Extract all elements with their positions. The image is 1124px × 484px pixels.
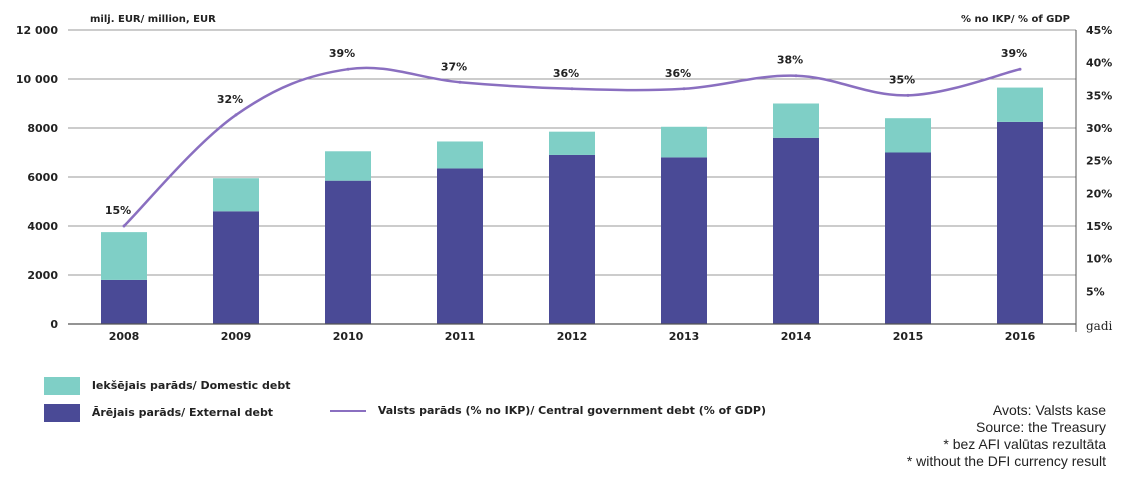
gdp-point-2015 <box>906 93 910 97</box>
gdp-line-path <box>123 66 1021 227</box>
bar-external-2011 <box>437 168 483 324</box>
source-line: * bez AFI valūtas rezultāta <box>943 436 1106 452</box>
gdp-data-label: 37% <box>441 60 467 73</box>
bar-external-2013 <box>661 157 707 324</box>
bar-domestic-2009 <box>213 178 259 212</box>
x-tick-label: 2014 <box>781 330 812 343</box>
left-tick-label: 12 000 <box>16 24 58 37</box>
gdp-data-label: 39% <box>1001 47 1027 60</box>
source-line: * without the DFI currency result <box>906 453 1106 469</box>
bars <box>101 87 1043 324</box>
x-tick-label: 2015 <box>893 330 924 343</box>
bar-domestic-2008 <box>101 232 147 280</box>
bar-domestic-2016 <box>997 87 1043 122</box>
left-axis-title: milj. EUR/ million, EUR <box>90 14 216 25</box>
legend-label-line: Valsts parāds (% no IKP)/ Central govern… <box>377 404 767 417</box>
axes: 0 2000 4000 6000 8000 10 000 12 000 5% 10% 15% 20%… <box>16 14 1113 343</box>
source-notes: Avots: Valsts kase Source: the Treasury … <box>907 402 1106 470</box>
legend-label-external: Ārējais parāds/ External debt <box>91 406 274 419</box>
x-tick-label: 2016 <box>1005 330 1036 343</box>
bar-external-2012 <box>549 154 595 324</box>
right-tick-label: 30% <box>1086 122 1112 135</box>
x-tick-label: 2011 <box>445 330 476 343</box>
bar-external-2009 <box>213 211 259 324</box>
bar-domestic-2012 <box>549 131 595 155</box>
left-tick-label: 10 000 <box>16 73 58 86</box>
bar-domestic-2014 <box>773 103 819 138</box>
external-debt-swatch <box>44 404 80 422</box>
gdp-point-2011 <box>458 80 462 84</box>
bar-domestic-2015 <box>885 118 931 153</box>
domestic-debt-swatch <box>44 377 80 395</box>
right-tick-label: 45% <box>1086 24 1112 37</box>
right-tick-label: 15% <box>1086 220 1112 233</box>
gdp-point-2009 <box>234 113 238 117</box>
bar-domestic-2010 <box>325 151 371 181</box>
bar-external-2008 <box>101 279 147 324</box>
left-tick-label: 4000 <box>27 220 58 233</box>
left-tick-label: 6000 <box>27 171 58 184</box>
left-tick-label: 2000 <box>27 269 58 282</box>
source-line: Source: the Treasury <box>976 419 1106 435</box>
right-tick-label: 35% <box>1086 89 1112 102</box>
gdp-line-swatch <box>330 410 366 412</box>
bar-external-2015 <box>885 152 931 324</box>
gdp-data-label: 36% <box>553 67 579 80</box>
gdp-data-label: 38% <box>777 54 803 67</box>
gdp-data-label: 39% <box>329 47 355 60</box>
bar-external-2014 <box>773 137 819 324</box>
legend-item-gdp-line: Valsts parāds (% no IKP)/ Central govern… <box>330 404 766 417</box>
gdp-point-2014 <box>794 74 798 78</box>
left-tick-label: 8000 <box>27 122 58 135</box>
right-axis-title: % no IKP/ % of GDP <box>961 14 1070 25</box>
legend-label-domestic: Iekšējais parāds/ Domestic debt <box>91 379 291 392</box>
right-tick-label: 10% <box>1086 253 1112 266</box>
x-tick-label: 2013 <box>669 330 700 343</box>
right-tick-label: 20% <box>1086 187 1112 200</box>
x-axis-title: gadi <box>1086 319 1113 333</box>
legend-item-external: Ārējais parāds/ External debt <box>44 404 273 422</box>
right-tick-label: 5% <box>1086 285 1105 298</box>
x-tick-label: 2012 <box>557 330 588 343</box>
bar-external-2010 <box>325 180 371 324</box>
gdp-point-2013 <box>682 87 686 91</box>
gdp-line <box>122 66 1022 228</box>
gdp-data-label: 35% <box>889 73 915 86</box>
legend-item-domestic: Iekšējais parāds/ Domestic debt <box>44 377 290 395</box>
right-tick-label: 25% <box>1086 155 1112 168</box>
x-tick-label: 2009 <box>221 330 252 343</box>
right-tick-label: 40% <box>1086 57 1112 70</box>
line-data-labels: 15% 32% 39% 37% 36% 36% 38% 35% 39% <box>105 47 1027 217</box>
bar-external-2016 <box>997 121 1043 324</box>
gdp-data-label: 15% <box>105 204 131 217</box>
gdp-point-2010 <box>346 67 350 71</box>
gdp-data-label: 32% <box>217 93 243 106</box>
left-tick-label: 0 <box>50 318 58 331</box>
gdp-data-label: 36% <box>665 67 691 80</box>
x-tick-label: 2010 <box>333 330 364 343</box>
source-line: Avots: Valsts kase <box>992 402 1106 418</box>
gdp-point-2016 <box>1018 67 1022 71</box>
bar-domestic-2013 <box>661 126 707 158</box>
gdp-point-2008 <box>122 224 126 228</box>
gdp-point-2012 <box>570 87 574 91</box>
x-tick-label: 2008 <box>109 330 140 343</box>
bar-domestic-2011 <box>437 141 483 169</box>
